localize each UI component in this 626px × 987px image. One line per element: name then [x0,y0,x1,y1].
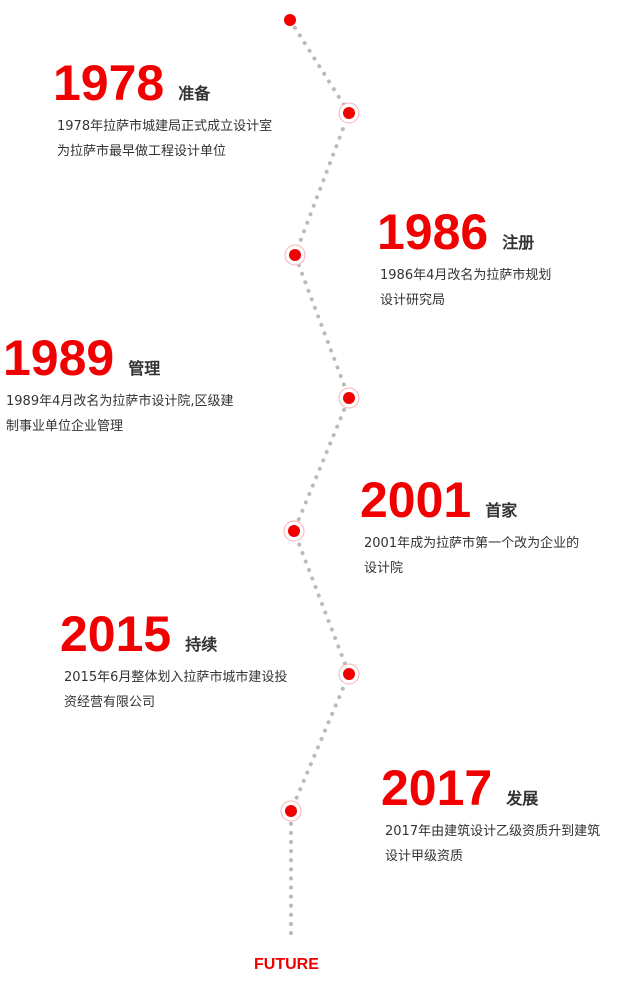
entry-desc-line: 1978年拉萨市城建局正式成立设计室 [57,119,273,134]
timeline-entry-2015: 2015 持续 2015年6月整体划入拉萨市城市建设投 资经营有限公司 [60,606,288,715]
timeline-entry-1989: 1989 管理 1989年4月改名为拉萨市设计院,区级建 制事业单位企业管理 [3,330,234,439]
entry-label: 管理 [128,359,161,378]
entry-desc-line: 1989年4月改名为拉萨市设计院,区级建 [6,394,234,409]
timeline-entry-2001: 2001 首家 2001年成为拉萨市第一个改为企业的 设计院 [360,472,580,581]
entry-label: 首家 [485,501,518,520]
entry-label: 注册 [502,233,535,252]
entry-year: 1989 [3,330,115,386]
node-1978 [338,102,360,124]
node-1986 [284,244,306,266]
future-label: FUTURE [254,956,319,973]
timeline-entry-2017: 2017 发展 2017年由建筑设计乙级资质升到建筑 设计甲级资质 [381,760,601,869]
node-2001 [283,520,305,542]
entry-desc-line: 资经营有限公司 [64,695,156,710]
start-dot [284,14,296,26]
entry-desc-line: 2017年由建筑设计乙级资质升到建筑 [385,824,601,839]
entry-year: 2001 [360,472,472,528]
entry-desc-line: 为拉萨市最早做工程设计单位 [57,144,227,159]
entry-desc-line: 设计甲级资质 [385,849,464,864]
entry-year: 2017 [381,760,493,816]
node-2015 [338,663,360,685]
entry-desc-line: 1986年4月改名为拉萨市规划 [380,268,552,283]
entry-year: 1978 [53,55,165,111]
entry-desc-line: 设计研究局 [380,293,446,308]
entry-label: 发展 [506,789,539,808]
entry-desc-line: 设计院 [364,561,404,576]
node-1989 [338,387,360,409]
entry-desc-line: 制事业单位企业管理 [6,419,124,434]
dotted-line [288,18,352,937]
node-2017 [280,800,302,822]
entry-label: 持续 [185,635,218,654]
entry-desc-line: 2001年成为拉萨市第一个改为企业的 [364,536,580,551]
entry-year: 2015 [60,606,172,662]
timeline-entry-1986: 1986 注册 1986年4月改名为拉萨市规划 设计研究局 [377,204,552,313]
entry-year: 1986 [377,204,489,260]
entry-desc-line: 2015年6月整体划入拉萨市城市建设投 [64,670,288,685]
entry-label: 准备 [178,84,211,103]
timeline-entry-1978: 1978 准备 1978年拉萨市城建局正式成立设计室 为拉萨市最早做工程设计单位 [53,55,273,164]
